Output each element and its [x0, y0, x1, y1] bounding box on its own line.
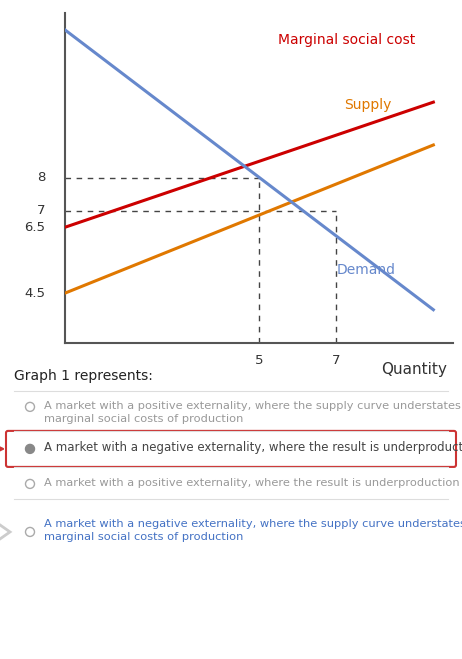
FancyBboxPatch shape	[6, 431, 456, 467]
Text: Graph 1 represents:: Graph 1 represents:	[14, 369, 153, 383]
Text: 6.5: 6.5	[24, 221, 45, 234]
Text: A market with a positive externality, where the supply curve understates the: A market with a positive externality, wh…	[44, 401, 462, 411]
Text: A market with a negative externality, where the supply curve understates the: A market with a negative externality, wh…	[44, 519, 462, 529]
Text: Marginal social cost: Marginal social cost	[278, 32, 415, 47]
Text: Quantity: Quantity	[381, 362, 447, 378]
Text: A market with a negative externality, where the result is underproduction: A market with a negative externality, wh…	[44, 441, 462, 454]
Text: Supply: Supply	[344, 98, 391, 113]
Text: 7: 7	[332, 355, 340, 367]
Text: Demand: Demand	[336, 263, 395, 277]
Text: marginal social costs of production: marginal social costs of production	[44, 532, 243, 542]
Text: 7: 7	[37, 204, 45, 217]
Text: 8: 8	[37, 171, 45, 185]
Text: 4.5: 4.5	[24, 287, 45, 300]
Circle shape	[25, 444, 35, 453]
Text: marginal social costs of production: marginal social costs of production	[44, 414, 243, 424]
Text: 5: 5	[255, 355, 263, 367]
Text: A market with a positive externality, where the result is underproduction: A market with a positive externality, wh…	[44, 478, 460, 488]
